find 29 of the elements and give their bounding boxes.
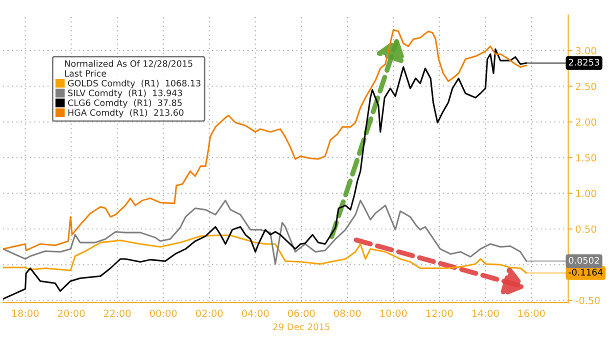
line-series [3,29,528,252]
y-tick-label: 3.00 [576,47,596,54]
y-tick-label: -0.50 [576,296,600,304]
x-tick-label: 02:00 [196,310,223,317]
x-tick-label: 10:00 [380,310,407,317]
data-label: 0.0502 [568,256,599,264]
x-tick-label: 12:00 [426,310,453,317]
x-tick-label: 14:00 [472,310,499,317]
x-tick-label: 04:00 [242,310,269,317]
x-tick-label: 06:00 [288,310,315,317]
legend-label: GOLDS Comdty (R1) 1068.13 [68,80,200,88]
x-tick-label: 22:00 [104,310,131,317]
legend-label: HGA Comdty (R1) 213.60 [68,109,184,118]
y-tick-label: 0.50 [576,225,596,233]
y-tick-label: 1.50 [576,154,596,162]
data-label: -0.1164 [568,268,603,276]
y-tick-label: 2.50 [576,82,596,90]
legend-label: SILV Comdty (R1) 13.943 [68,90,182,98]
x-tick-label: 18:00 [12,310,39,317]
x-tick-label: 00:00 [150,310,177,317]
legend-title: Normalized As Of 12/28/2015 Last Price [65,60,192,77]
x-tick-label: 08:00 [334,310,361,317]
legend-label: CLG6 Comdty (R1) 37.85 [68,99,182,108]
x-tick-label: 16:00 [518,310,545,317]
y-tick-label: 1.00 [576,190,596,198]
x-tick-label: 20:00 [58,310,85,317]
y-tick-label: 2.00 [576,118,596,126]
x-axis-title: 29 Dec 2015 [273,323,330,330]
data-label: 2.8253 [568,58,600,66]
